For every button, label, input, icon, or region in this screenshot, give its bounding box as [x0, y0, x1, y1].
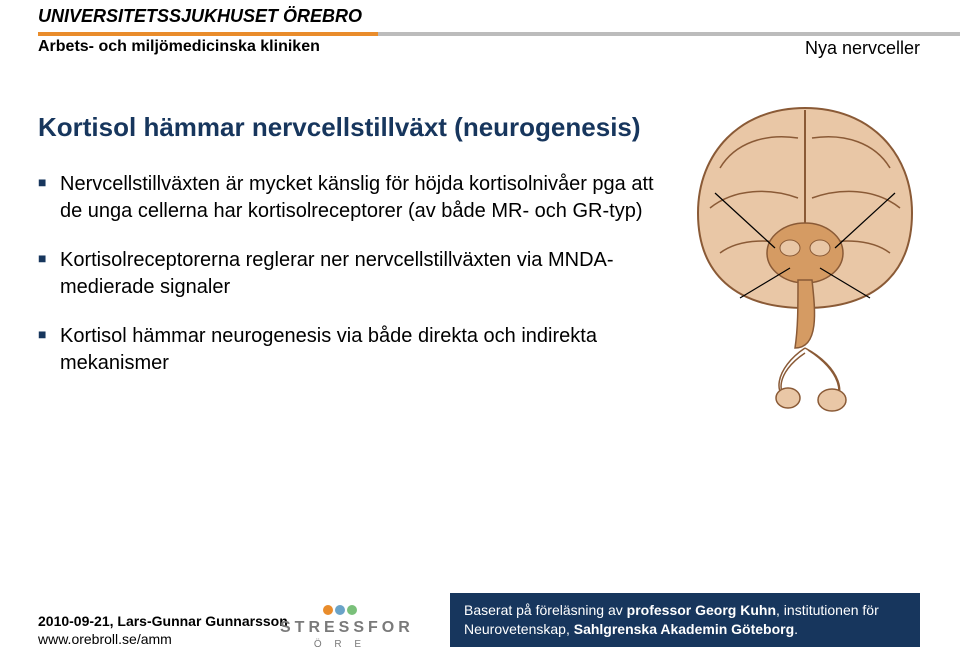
- bullet-item: Kortisolreceptorerna reglerar ner nervce…: [38, 247, 678, 301]
- department-name: Arbets- och miljömedicinska kliniken: [38, 38, 320, 56]
- stressfor-sub: Ö R E: [280, 639, 400, 650]
- footer-date-author: 2010-09-21, Lars-Gunnar Gunnarsson: [38, 613, 288, 629]
- bullet-list: Nervcellstillväxten är mycket känslig fö…: [38, 171, 678, 377]
- credit-post: .: [794, 621, 798, 637]
- content: Kortisol hämmar nervcellstillväxt (neuro…: [38, 112, 678, 399]
- credit-professor: professor Georg Kuhn: [627, 602, 776, 618]
- brain-svg: [680, 98, 930, 418]
- bullet-item: Kortisol hämmar neurogenesis via både di…: [38, 323, 678, 377]
- stressfor-mark-icon: [322, 603, 358, 617]
- brain-illustration: [680, 98, 930, 418]
- underline-orange: [38, 32, 378, 36]
- slide: UNIVERSITETSSJUKHUSET ÖREBRO Arbets- och…: [0, 0, 960, 657]
- title-bar: UNIVERSITETSSJUKHUSET ÖREBRO Arbets- och…: [0, 0, 960, 66]
- credit-institution: Sahlgrenska Akademin Göteborg: [574, 621, 794, 637]
- header: UNIVERSITETSSJUKHUSET ÖREBRO Arbets- och…: [0, 0, 960, 66]
- underline-gray: [378, 32, 960, 36]
- stressfor-logo-icon: STRESSFOR Ö R E: [280, 603, 400, 647]
- credit-pre: Baserat på föreläsning av: [464, 602, 627, 618]
- footer-url: www.orebroll.se/amm: [38, 631, 172, 647]
- bullet-item: Nervcellstillväxten är mycket känslig fö…: [38, 171, 678, 225]
- footer: 2010-09-21, Lars-Gunnar Gunnarsson www.o…: [0, 587, 960, 657]
- org-name: UNIVERSITETSSJUKHUSET ÖREBRO: [38, 6, 362, 27]
- credit-box: Baserat på föreläsning av professor Geor…: [450, 593, 920, 647]
- stressfor-word: STRESSFOR: [280, 619, 400, 637]
- slide-title: Kortisol hämmar nervcellstillväxt (neuro…: [38, 112, 678, 143]
- page-topic: Nya nervceller: [805, 38, 920, 59]
- brain-shape-icon: [698, 108, 912, 411]
